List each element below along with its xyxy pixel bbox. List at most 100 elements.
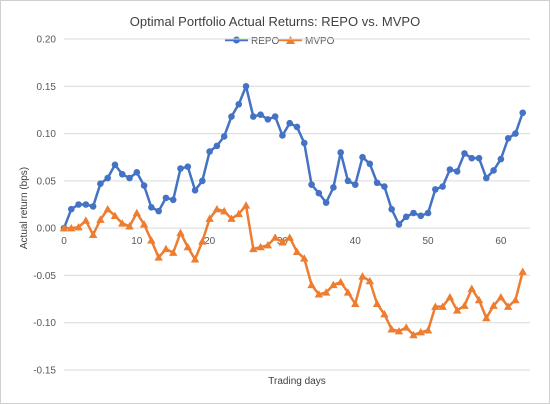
point-mvpo [256,242,265,251]
point-repo [432,186,439,193]
series-repo [60,82,527,232]
point-repo [118,170,126,178]
x-tick-label: 10 [131,236,143,247]
x-tick-label: 60 [495,236,507,247]
point-repo [395,221,403,228]
y-tick-label: 0.05 [37,176,57,187]
point-mvpo [154,253,163,261]
point-mvpo [321,288,331,296]
point-repo [228,113,235,120]
y-tick-label: -0.15 [33,366,56,377]
legend: REPO MVPO [225,36,335,47]
point-mvpo [409,330,418,339]
point-mvpo [489,301,498,309]
gridlines [64,38,530,371]
point-repo [177,165,184,172]
point-repo [235,100,243,108]
point-mvpo [387,325,396,333]
x-tick-label: 0 [61,236,67,247]
point-repo [133,169,141,176]
chart-title: Optimal Portfolio Actual Returns: REPO v… [130,14,420,29]
point-mvpo [67,223,76,232]
point-repo [169,196,177,204]
point-mvpo [249,244,258,253]
point-mvpo [394,327,404,335]
point-mvpo [118,219,127,227]
legend-label-repo: REPO [251,36,280,47]
point-repo [286,119,294,127]
point-mvpo [336,277,345,286]
point-repo [206,148,213,155]
point-repo [250,113,257,120]
series-line-mvpo [64,204,524,337]
point-mvpo [365,276,375,285]
x-axis-label: Trading days [268,376,325,387]
point-mvpo [241,201,251,209]
point-mvpo [307,280,316,289]
point-repo [199,177,206,185]
point-repo [279,132,286,139]
point-repo [388,205,395,213]
point-mvpo [59,223,69,232]
point-repo [351,181,359,188]
point-mvpo [176,228,185,237]
point-mvpo [88,230,98,238]
point-mvpo [270,233,280,241]
point-repo [162,194,170,202]
point-repo [366,160,374,168]
point-repo [257,111,264,118]
point-repo [111,161,119,169]
point-repo [322,199,330,206]
y-tick-label: -0.05 [33,271,56,282]
series-line-repo [62,85,524,229]
point-repo [453,168,461,175]
point-mvpo [96,215,105,223]
point-mvpo [227,214,236,222]
point-repo [315,189,323,197]
point-repo [373,179,381,187]
point-mvpo [205,214,214,222]
point-repo [264,116,272,123]
point-repo [504,135,512,142]
point-repo [410,209,417,217]
point-repo [337,149,344,156]
point-mvpo [212,205,222,213]
legend-item-mvpo: MVPO [279,36,335,47]
point-repo [359,153,366,161]
point-mvpo [372,299,382,307]
legend-label-mvpo: MVPO [305,36,335,47]
point-repo [308,181,315,188]
point-repo [213,142,221,150]
point-repo [381,183,388,190]
point-repo [330,184,337,191]
point-mvpo [431,302,440,310]
point-mvpo [423,326,433,334]
x-tick-label: 20 [204,236,216,247]
point-mvpo [416,327,425,336]
point-repo [148,204,155,211]
point-mvpo [74,223,83,231]
point-repo [126,174,133,182]
y-axis-ticks: -0.15 -0.10 -0.05 0.00 0.05 0.10 0.15 0.20 [33,35,56,377]
point-mvpo [358,272,367,280]
point-repo [519,109,527,117]
point-repo [424,209,432,217]
point-repo [490,167,497,174]
point-mvpo [198,237,207,245]
point-repo [483,174,490,182]
point-repo [97,180,104,187]
point-mvpo [482,313,491,322]
point-mvpo [183,242,192,251]
point-repo [271,113,279,120]
point-repo [104,174,111,182]
point-mvpo [190,255,200,263]
series-layer [59,82,527,339]
point-mvpo [169,248,178,256]
point-mvpo [81,216,91,224]
point-mvpo [103,205,112,213]
point-mvpo [234,209,243,218]
point-mvpo [285,233,294,241]
point-mvpo [467,284,476,292]
point-repo [300,139,308,147]
